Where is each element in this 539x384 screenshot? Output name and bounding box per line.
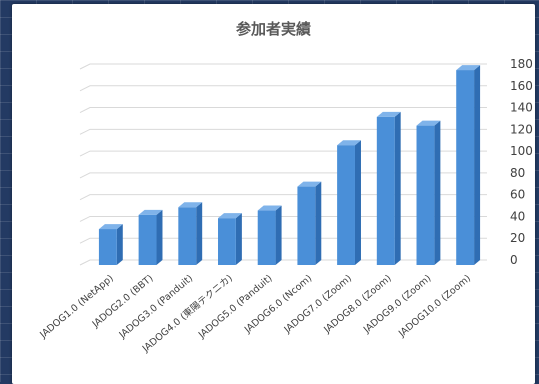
bar-side bbox=[156, 209, 163, 265]
bar[interactable] bbox=[218, 218, 236, 265]
bar[interactable] bbox=[257, 210, 276, 265]
y-tick-label: 120 bbox=[510, 122, 533, 136]
x-category-label: JADOG5.0 (Panduit) bbox=[196, 273, 275, 341]
y-tick-label: 140 bbox=[510, 101, 533, 115]
bar-top bbox=[456, 65, 481, 71]
bar-chart: 0 20 40 60 80 100 120 140 160 180 JADOG1.0 (NetApp… bbox=[37, 57, 533, 355]
bar[interactable] bbox=[178, 207, 197, 265]
bar-top bbox=[218, 213, 242, 219]
bar-top bbox=[337, 140, 361, 146]
x-category-label: JADOG8.0 (Zoom) bbox=[321, 273, 393, 336]
bar-top bbox=[98, 224, 123, 230]
y-tick-label: 40 bbox=[510, 209, 525, 223]
bar[interactable] bbox=[98, 229, 117, 265]
chart-panel[interactable]: 参加者実績 0 20 40 60 80 100 120 140 160 180 JADOG1.0 (… bbox=[12, 4, 535, 384]
x-category-label: JADOG6.0 (Ncom) bbox=[242, 273, 314, 336]
bar-side bbox=[354, 140, 361, 265]
gridline bbox=[79, 85, 487, 92]
bar-side bbox=[196, 202, 203, 265]
bar-side bbox=[116, 224, 123, 265]
bar-side bbox=[315, 181, 322, 265]
y-tick-label: 0 bbox=[510, 253, 518, 267]
x-category-label: JADOG3.0 (Panduit) bbox=[117, 273, 196, 341]
y-tick-label: 180 bbox=[510, 57, 533, 71]
chart-title: 参加者実績 bbox=[235, 20, 311, 38]
x-category-label: JADOG9.0 (Zoom) bbox=[361, 273, 433, 336]
bar[interactable] bbox=[337, 145, 355, 265]
bar[interactable] bbox=[456, 70, 475, 265]
bar-top bbox=[376, 111, 401, 117]
bar-top bbox=[297, 181, 322, 187]
y-tick-label: 20 bbox=[510, 231, 525, 245]
y-tick-label: 80 bbox=[510, 166, 525, 180]
x-category-label: JADOG1.0 (NetApp) bbox=[37, 273, 115, 341]
bar-top bbox=[257, 205, 282, 211]
bar[interactable] bbox=[297, 186, 316, 265]
bar-side bbox=[474, 65, 481, 265]
bar[interactable] bbox=[416, 125, 435, 265]
x-category-label: JADOG10.0 (Zoom) bbox=[396, 273, 473, 340]
x-category-label: JADOG7.0 (Zoom) bbox=[282, 273, 354, 336]
bar-side bbox=[235, 213, 242, 265]
gridline bbox=[79, 128, 487, 135]
y-tick-label: 100 bbox=[510, 144, 533, 158]
bar-top bbox=[178, 202, 203, 208]
bar[interactable] bbox=[376, 116, 395, 266]
bar[interactable] bbox=[138, 214, 157, 265]
bar-side bbox=[275, 205, 282, 265]
gridline bbox=[79, 63, 487, 70]
gridline bbox=[79, 107, 487, 114]
bar-top bbox=[416, 120, 441, 126]
y-tick-label: 160 bbox=[510, 79, 533, 93]
bar-side bbox=[394, 111, 401, 266]
bar-top bbox=[138, 209, 163, 215]
bar-side bbox=[434, 120, 441, 265]
y-tick-label: 60 bbox=[510, 188, 525, 202]
